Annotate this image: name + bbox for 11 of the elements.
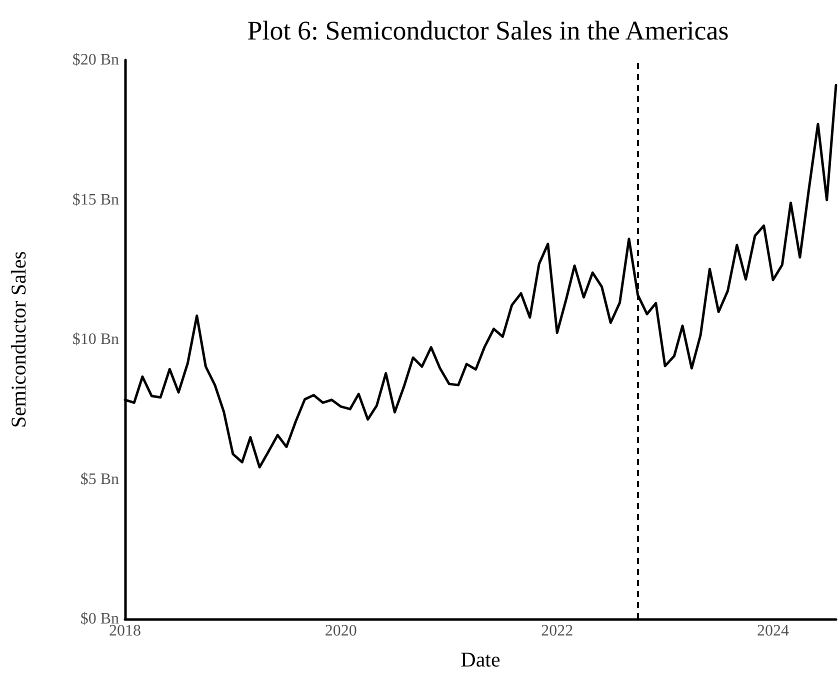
x-tick-label: 2022 xyxy=(541,622,574,640)
x-tick-label: 2020 xyxy=(324,622,357,640)
y-tick-label: $10 Bn xyxy=(72,331,119,348)
x-tick-label: 2018 xyxy=(109,622,141,640)
y-axis-title: Semiconductor Sales xyxy=(6,251,30,428)
y-tick-label: $5 Bn xyxy=(80,470,119,488)
x-tick-label: 2024 xyxy=(757,622,790,640)
y-tick-label: $20 Bn xyxy=(72,52,119,68)
chart-title: Plot 6: Semiconductor Sales in the Americas xyxy=(247,16,729,46)
x-axis-title: Date xyxy=(460,648,500,672)
y-tick-label: $15 Bn xyxy=(72,191,119,208)
